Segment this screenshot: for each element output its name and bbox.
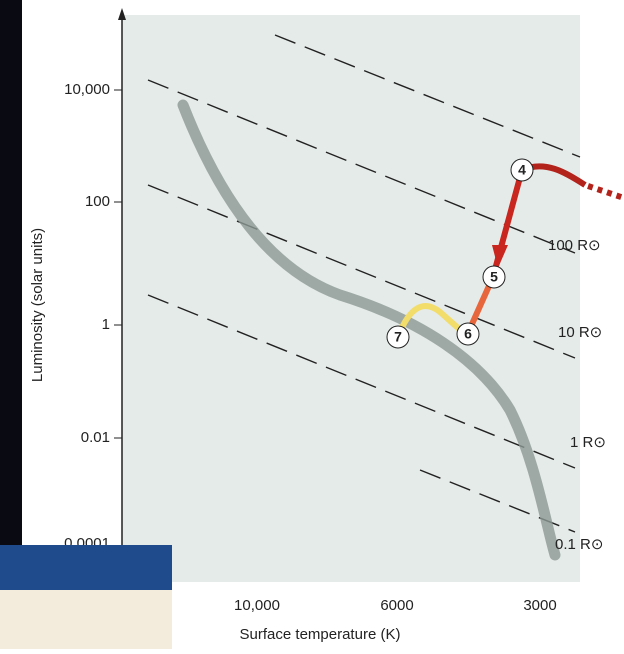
overlay-panel: [0, 590, 172, 649]
stage-label: 4: [518, 162, 526, 178]
y-tick-label: 100: [85, 193, 110, 210]
radius-label: 1 R⊙: [570, 434, 606, 451]
overlay-bar: [0, 545, 172, 590]
radius-label: 10 R⊙: [558, 324, 602, 341]
track-continuation: [587, 183, 624, 201]
stage-label: 6: [464, 326, 472, 342]
y-tick-label: 1: [102, 316, 110, 333]
radius-label: 100 R⊙: [548, 237, 601, 254]
x-axis-label: Surface temperature (K): [240, 626, 401, 643]
stage-label: 7: [394, 329, 402, 345]
y-ticks: 10,000 100 1 0.01 0.0001: [64, 81, 122, 552]
x-ticks: 10,000 6000 3000: [234, 597, 557, 614]
radius-label: 0.1 R⊙: [555, 536, 603, 553]
x-tick-label: 6000: [380, 597, 413, 614]
track-arrow: [492, 245, 508, 268]
y-tick-label: 10,000: [64, 81, 110, 98]
radius-labels: 100 R⊙ 10 R⊙ 1 R⊙ 0.1 R⊙: [548, 237, 606, 553]
track-red: [490, 169, 525, 278]
axis-arrow: [118, 8, 126, 20]
main-sequence: [177, 99, 561, 561]
stage-label: 5: [490, 269, 498, 285]
x-tick-label: 3000: [523, 597, 556, 614]
stages: 4 5 6 7: [386, 158, 534, 349]
x-tick-label: 10,000: [234, 597, 280, 614]
y-axis-label: Luminosity (solar units): [29, 228, 46, 382]
starfield: [0, 0, 22, 649]
y-tick-label: 0.01: [81, 429, 110, 446]
